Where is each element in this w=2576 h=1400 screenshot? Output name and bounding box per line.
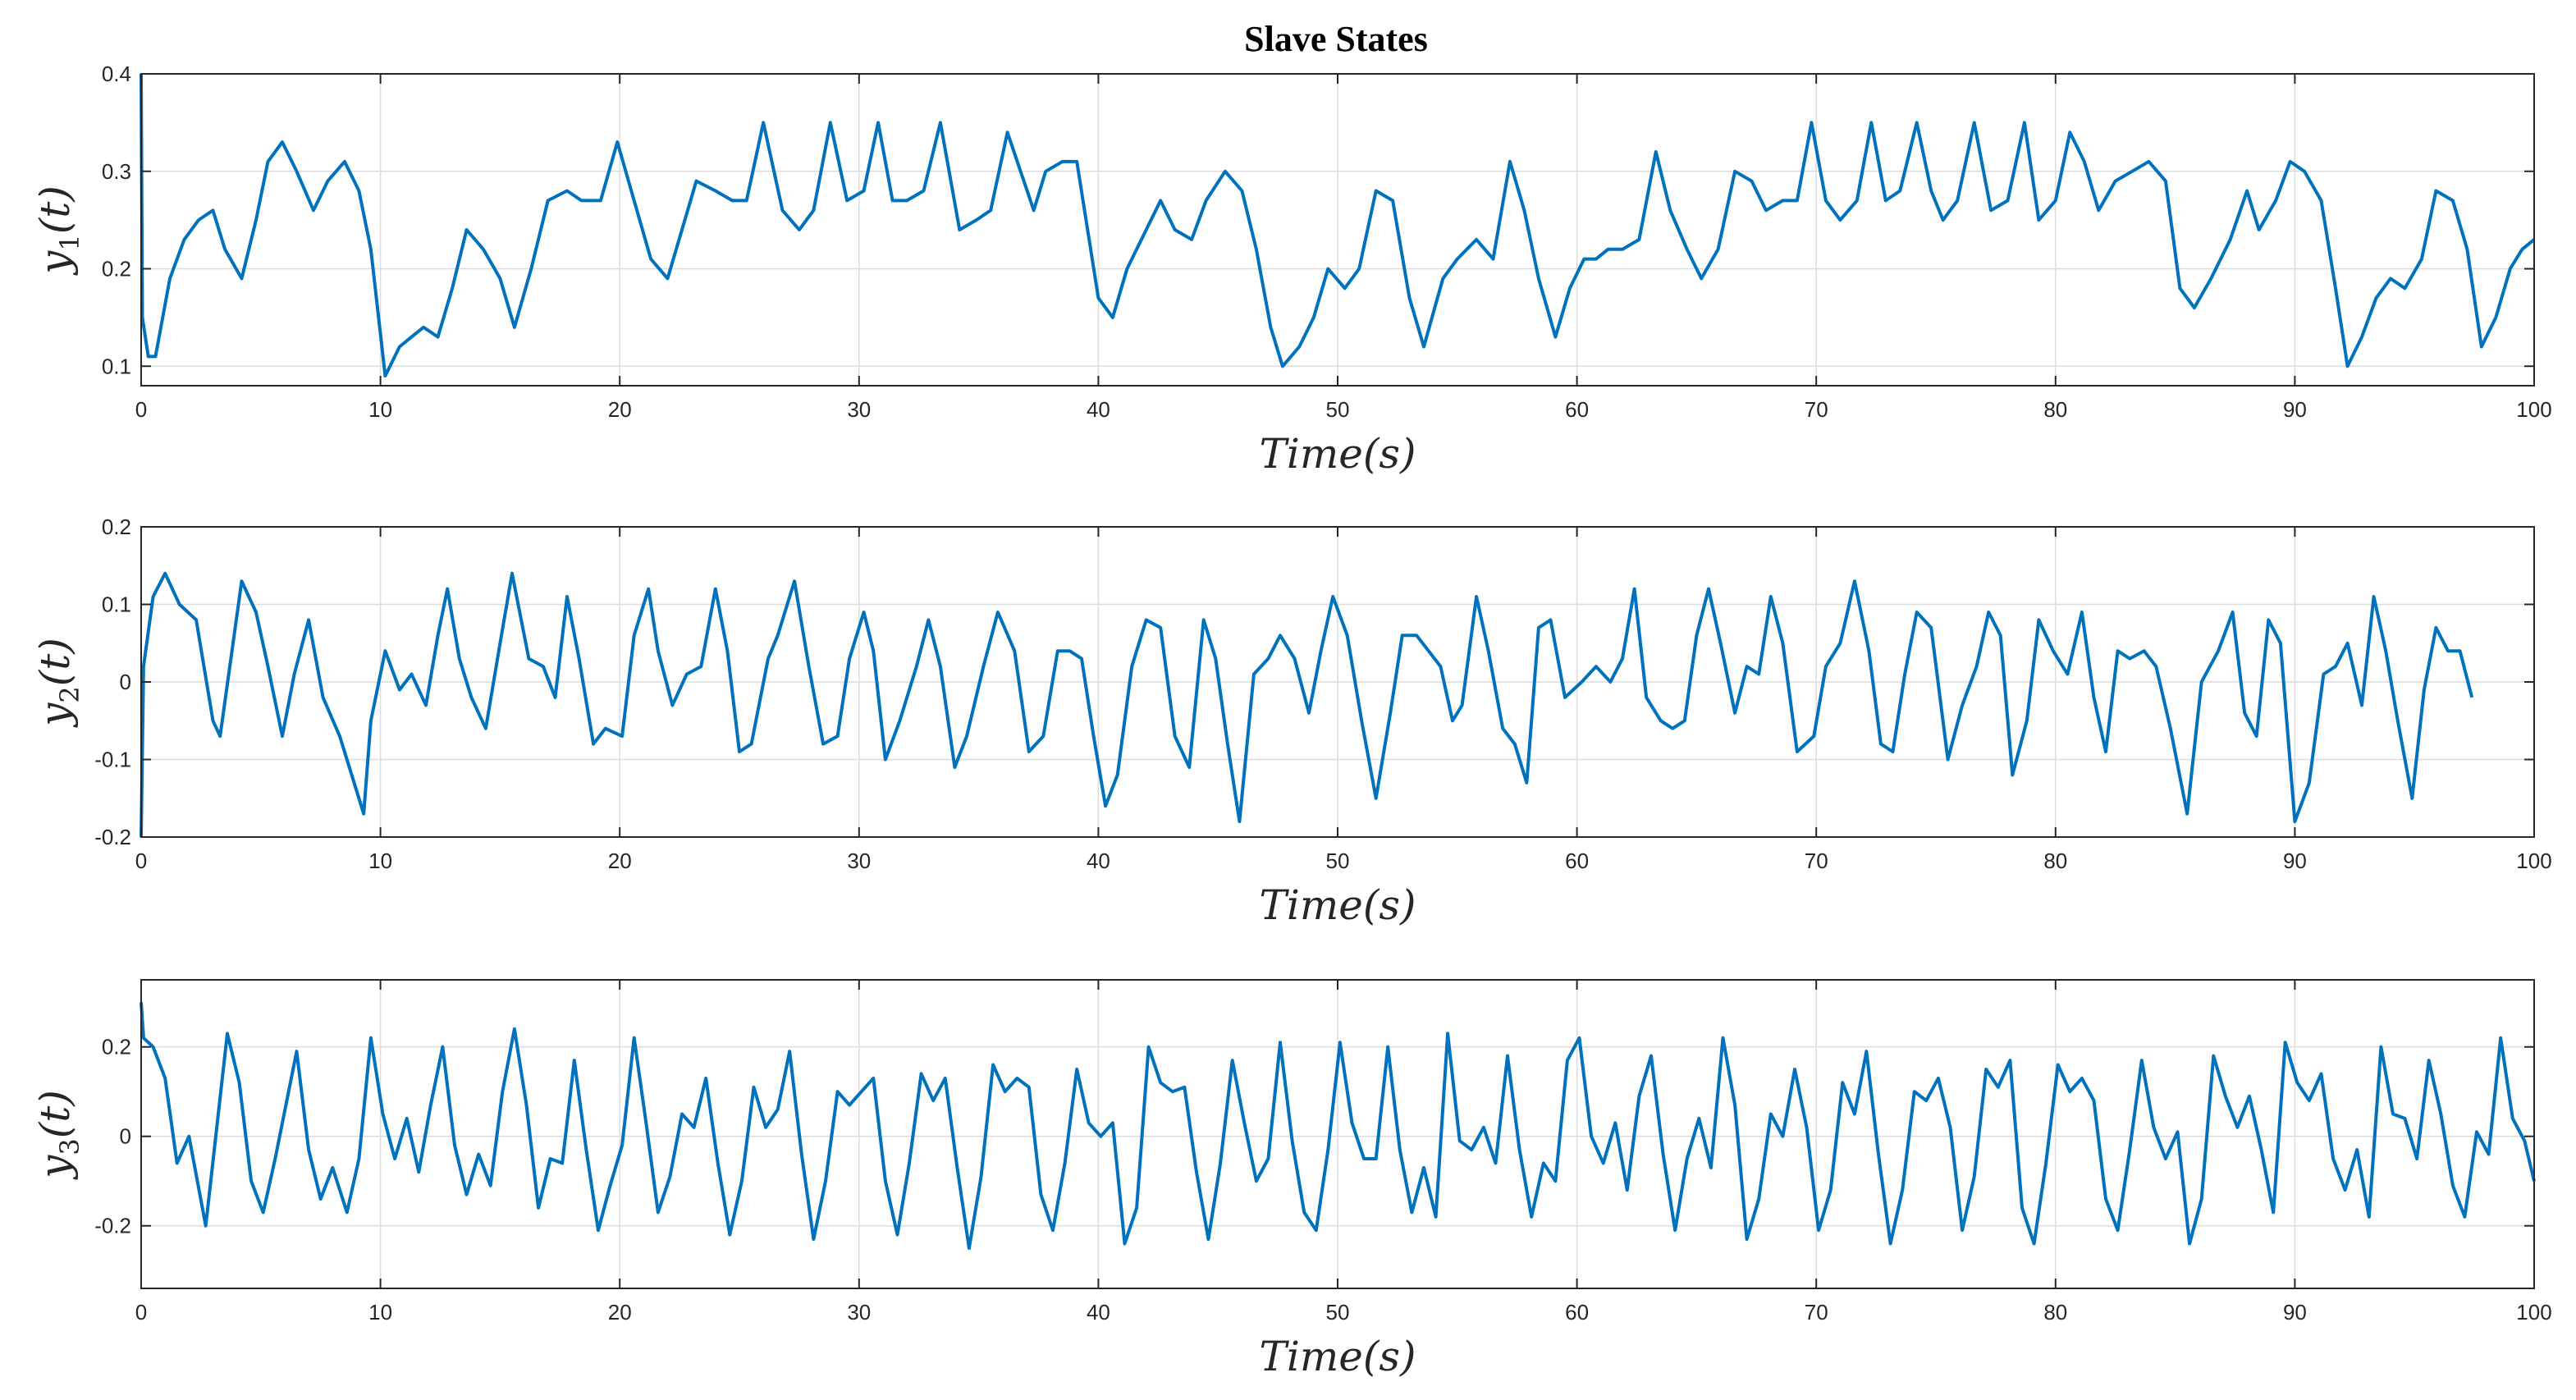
y-tick-label: 0.2 bbox=[102, 515, 131, 539]
x-tick-label: 0 bbox=[135, 397, 147, 422]
x-tick-label: 60 bbox=[1565, 849, 1589, 873]
x-tick-label: 50 bbox=[1326, 397, 1350, 422]
y-tick-label: 0 bbox=[120, 670, 131, 694]
x-tick-label: 20 bbox=[608, 397, 632, 422]
x-tick-label: 10 bbox=[368, 849, 392, 873]
x-tick-label: 30 bbox=[847, 397, 871, 422]
x-tick-label: 40 bbox=[1087, 1300, 1110, 1325]
series-line-y2 bbox=[140, 571, 2474, 838]
y-axis-label-var: y bbox=[31, 250, 79, 276]
y-tick-label: -0.2 bbox=[94, 825, 131, 849]
x-tick-label: 90 bbox=[2283, 849, 2307, 873]
subplot-y3: 0 10 20 30 40 50 60 70 80 90 100 -0.2 0 0.2 Time(s) y3(… bbox=[31, 979, 2552, 1380]
y-axis-label-arg: (t) bbox=[31, 638, 79, 686]
y-tick-label: 0 bbox=[120, 1124, 131, 1149]
y-axis-label-var: y bbox=[31, 702, 79, 728]
x-tick-label: 100 bbox=[2516, 1300, 2551, 1325]
y-tick-label: 0.1 bbox=[102, 354, 131, 378]
x-axis-label: Time(s) bbox=[1259, 1333, 1416, 1380]
y-tick-label: 0.3 bbox=[102, 159, 131, 184]
x-tick-label: 10 bbox=[368, 397, 392, 422]
y-tick-label: 0.1 bbox=[102, 592, 131, 617]
subplot-y1: 0 10 20 30 40 50 60 70 80 90 100 0.1 0.2 0.3 0.4 Time(s… bbox=[31, 62, 2552, 478]
y-axis-label-arg: (t) bbox=[31, 1090, 79, 1138]
y-tick-label: 0.2 bbox=[102, 257, 131, 281]
y-tick-label: -0.2 bbox=[94, 1214, 131, 1238]
y-tick-label: 0.4 bbox=[102, 62, 131, 86]
y-axis-label-subscript: 1 bbox=[54, 234, 85, 250]
x-tick-label: 50 bbox=[1326, 849, 1350, 873]
series-line-y1 bbox=[140, 73, 2536, 378]
y-axis-label-subscript: 2 bbox=[54, 686, 85, 702]
x-tick-label: 80 bbox=[2043, 1300, 2067, 1325]
x-tick-label: 40 bbox=[1087, 849, 1110, 873]
y-tick-label: 0.2 bbox=[102, 1035, 131, 1059]
y-axis-label: y1(t) bbox=[31, 185, 85, 276]
x-tick-label: 0 bbox=[135, 849, 147, 873]
x-tick-label: 100 bbox=[2516, 397, 2551, 422]
x-axis-label: Time(s) bbox=[1259, 430, 1416, 478]
x-tick-label: 30 bbox=[847, 849, 871, 873]
x-tick-label: 50 bbox=[1326, 1300, 1350, 1325]
x-tick-label: 0 bbox=[135, 1300, 147, 1325]
x-tick-label: 30 bbox=[847, 1300, 871, 1325]
x-tick-label: 80 bbox=[2043, 397, 2067, 422]
x-tick-label: 10 bbox=[368, 1300, 392, 1325]
y-axis-label-subscript: 3 bbox=[54, 1138, 85, 1155]
x-tick-label: 70 bbox=[1805, 397, 1828, 422]
x-tick-label: 80 bbox=[2043, 849, 2067, 873]
y-axis-label-arg: (t) bbox=[31, 185, 79, 234]
y-axis-label-var: y bbox=[31, 1155, 79, 1180]
subplot-y2: 0 10 20 30 40 50 60 70 80 90 100 -0.2 -0.1 0 0.1 0.2 Tim… bbox=[31, 515, 2552, 929]
x-axis-label: Time(s) bbox=[1259, 881, 1416, 929]
x-tick-label: 100 bbox=[2516, 849, 2551, 873]
x-tick-label: 20 bbox=[608, 849, 632, 873]
x-tick-label: 20 bbox=[608, 1300, 632, 1325]
y-tick-label: -0.1 bbox=[94, 748, 131, 772]
x-tick-label: 70 bbox=[1805, 849, 1828, 873]
y-axis-label: y2(t) bbox=[31, 638, 85, 728]
subplot-panels: 0 10 20 30 40 50 60 70 80 90 1000.10.20.30.4Time(s… bbox=[31, 62, 2552, 1380]
chart-title: Slave States bbox=[1244, 19, 1428, 59]
x-tick-label: 70 bbox=[1805, 1300, 1828, 1325]
x-tick-label: 60 bbox=[1565, 397, 1589, 422]
y-axis-label: y3(t) bbox=[31, 1090, 85, 1180]
x-tick-label: 60 bbox=[1565, 1300, 1589, 1325]
series-line-y3 bbox=[140, 1002, 2536, 1250]
x-tick-label: 90 bbox=[2283, 1300, 2307, 1325]
x-tick-label: 90 bbox=[2283, 397, 2307, 422]
x-tick-label: 40 bbox=[1087, 397, 1110, 422]
